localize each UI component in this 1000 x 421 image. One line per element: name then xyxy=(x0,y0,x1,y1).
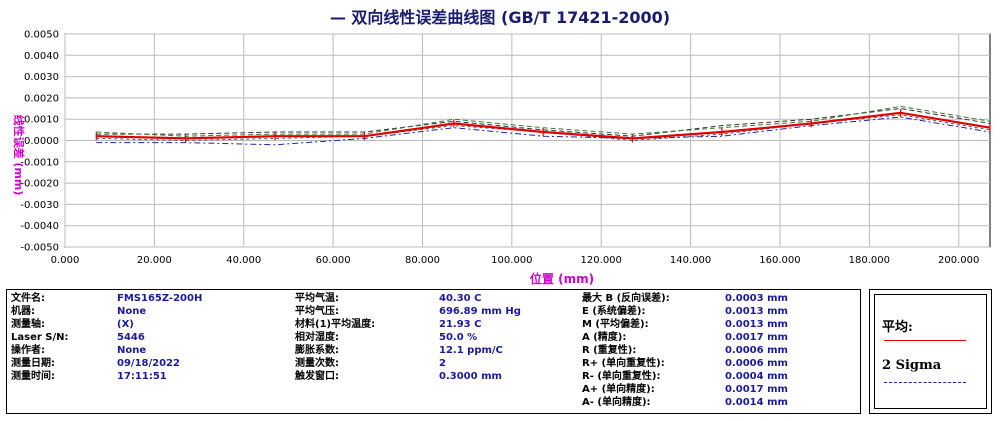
x-tick-label: 120.000 xyxy=(581,255,622,266)
info-value: (X) xyxy=(117,319,134,330)
info-value: 5446 xyxy=(117,332,145,343)
info-value: 0.0017 mm xyxy=(725,384,788,395)
info-value: 21.93 C xyxy=(439,319,482,330)
x-tick-label: 60.000 xyxy=(316,255,351,266)
info-label: 操作者: xyxy=(11,345,45,356)
info-label: 平均气压: xyxy=(295,306,339,317)
info-value: 09/18/2022 xyxy=(117,358,180,369)
info-label: 膨胀系数: xyxy=(295,345,339,356)
x-tick-label: 180.000 xyxy=(849,255,890,266)
y-tick-label: 0.0050 xyxy=(24,30,59,41)
info-label: 材料(1)平均温度: xyxy=(295,319,376,330)
info-value: 0.0003 mm xyxy=(725,293,788,304)
info-value: 17:11:51 xyxy=(117,371,167,382)
x-tick-label: 80.000 xyxy=(405,255,440,266)
info-label: Laser S/N: xyxy=(11,332,69,343)
info-label: 测量日期: xyxy=(11,358,55,369)
info-value: 0.0017 mm xyxy=(725,332,788,343)
y-tick-label: 0.0020 xyxy=(24,93,59,104)
info-label: 平均气温: xyxy=(295,293,339,304)
info-value: 0.0013 mm xyxy=(725,306,788,317)
info-label: 相对湿度: xyxy=(295,332,339,343)
y-axis-label: 线性误差 (mm) xyxy=(12,115,26,196)
info-value: 40.30 C xyxy=(439,293,482,304)
info-label: E (系统偏差): xyxy=(582,306,646,317)
x-tick-label: 0.000 xyxy=(51,255,80,266)
info-value: 0.0006 mm xyxy=(725,358,788,369)
x-tick-label: 20.000 xyxy=(137,255,172,266)
info-value: 0.0013 mm xyxy=(725,319,788,330)
x-tick-label: 40.000 xyxy=(226,255,261,266)
info-value: 696.89 mm Hg xyxy=(439,306,521,317)
measurement-info-panel: 文件名: FMS165Z-200H 机器: None 测量轴: (X) Laser S/N:… xyxy=(6,289,861,414)
info-label: M (平均偏差): xyxy=(582,319,649,330)
y-tick-label: -0.0020 xyxy=(20,179,59,190)
x-tick-label: 160.000 xyxy=(759,255,800,266)
chart-title: — 双向线性误差曲线图 (GB/T 17421-2000) xyxy=(329,8,671,27)
x-tick-label: 100.000 xyxy=(491,255,532,266)
x-tick-label: 200.000 xyxy=(938,255,979,266)
info-value: 12.1 ppm/C xyxy=(439,345,503,356)
legend-sigma-label: 2 Sigma xyxy=(882,358,942,373)
x-axis-label: 位置 (mm) xyxy=(530,271,594,286)
y-tick-label: -0.0030 xyxy=(20,200,59,211)
info-label: 最大 B (反向误差): xyxy=(582,293,670,304)
info-value: 2 xyxy=(439,358,446,369)
y-tick-label: 0.0040 xyxy=(24,51,59,62)
grid xyxy=(64,33,990,248)
info-value: 0.0004 mm xyxy=(725,371,788,382)
info-value: 50.0 % xyxy=(439,332,478,343)
info-label: 测量轴: xyxy=(11,319,45,330)
info-label: 机器: xyxy=(11,306,35,317)
series-line xyxy=(96,116,991,146)
info-value: FMS165Z-200H xyxy=(117,293,203,304)
x-tick-label: 140.000 xyxy=(670,255,711,266)
y-tick-label: 0.0000 xyxy=(24,136,59,147)
y-tick-labels: 0.0050 0.0040 0.0030 0.0020 0.0010 0.0000 -0.0… xyxy=(20,30,59,254)
info-value: None xyxy=(117,306,147,317)
legend-sigma-line xyxy=(884,382,966,383)
series-line xyxy=(96,105,991,137)
info-label: R+ (单向重复性): xyxy=(582,358,665,369)
y-tick-label: 0.0030 xyxy=(24,72,59,83)
info-label: A- (单向精度): xyxy=(582,397,651,408)
info-label: 测量时间: xyxy=(11,371,55,382)
series-lines xyxy=(95,105,991,146)
info-value: 0.0014 mm xyxy=(725,397,788,408)
x-tick-labels: 0.000 20.000 40.000 60.000 80.000 100.000 120.… xyxy=(51,255,980,266)
info-label: 测量次数: xyxy=(295,358,339,369)
info-label: 触发窗口: xyxy=(295,371,339,382)
legend-mean-label: 平均: xyxy=(882,320,913,335)
y-tick-label: -0.0010 xyxy=(20,157,59,168)
legend-frame xyxy=(874,294,987,409)
info-label: R- (单向重复性): xyxy=(582,371,661,382)
info-label: A+ (单向精度): xyxy=(582,384,655,395)
legend-mean-line xyxy=(884,340,966,341)
info-label: A (精度): xyxy=(582,332,627,343)
legend: 平均: 2 Sigma xyxy=(869,289,992,414)
info-value: 0.0006 mm xyxy=(725,345,788,356)
info-label: R (重复性): xyxy=(582,345,637,356)
info-value: None xyxy=(117,345,147,356)
y-tick-label: -0.0050 xyxy=(20,243,59,254)
y-tick-label: -0.0040 xyxy=(20,221,59,232)
series-line xyxy=(96,107,991,137)
info-value: 0.3000 mm xyxy=(439,371,502,382)
info-label: 文件名: xyxy=(11,293,45,304)
line-chart: 0.0050 0.0040 0.0030 0.0020 0.0010 0.0000 -0.0… xyxy=(12,30,991,286)
y-tick-label: 0.0010 xyxy=(24,115,59,126)
